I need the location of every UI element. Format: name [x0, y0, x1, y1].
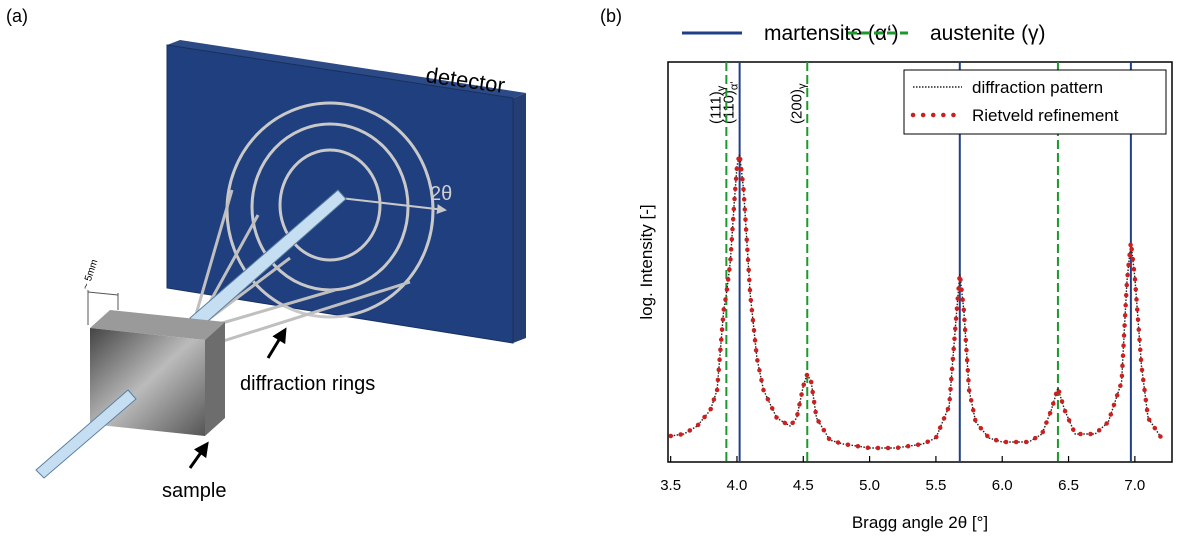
rings-label: diffraction rings	[240, 373, 375, 395]
rings-arrow	[266, 327, 287, 359]
chart: 3.5 4.0 4.5 5.0 5.5 6.0 6.5 7.0 Bragg angle 2θ […	[637, 22, 1173, 532]
plot-frame	[667, 61, 1173, 463]
legend-label: martensite (α‘)	[764, 22, 899, 45]
beam-in	[35, 389, 137, 479]
x-tick-label: 7.0	[1124, 477, 1145, 494]
peak-label: (110)α‘	[721, 81, 741, 124]
angle-label: 2θ	[430, 183, 452, 205]
x-tick-label: 4.5	[793, 477, 814, 494]
peak-phase: α‘	[729, 81, 741, 90]
x-axis-label: Bragg angle 2θ [°]	[852, 513, 988, 532]
size-line	[87, 291, 119, 296]
ray	[211, 288, 336, 328]
x-tick-label: 5.0	[859, 477, 880, 494]
peak-phase: γ	[715, 85, 727, 91]
sample-top	[90, 310, 225, 340]
x-tick-label: 6.5	[1058, 477, 1079, 494]
legend-box	[903, 69, 1167, 135]
sample-side	[205, 322, 225, 436]
y-axis-label: log. Intensity [-]	[637, 204, 656, 319]
ring	[278, 148, 382, 262]
sample-label: sample	[162, 480, 226, 502]
ray	[219, 280, 411, 344]
peak-hkl: (110)	[721, 90, 738, 124]
legend-label: diffraction pattern	[972, 78, 1103, 97]
detector-top	[167, 40, 526, 98]
legend-label: austenite (γ)	[930, 22, 1046, 45]
x-tick-label: 3.5	[660, 477, 681, 494]
detector-side	[513, 93, 526, 343]
angle-arrow	[339, 197, 447, 215]
peak-hkl: (111)	[707, 91, 724, 124]
x-tick-label: 6.0	[992, 477, 1013, 494]
peak-hkl: (200)	[788, 89, 805, 124]
peak-phase: γ	[796, 83, 808, 89]
x-tick-label: 5.5	[925, 477, 946, 494]
panel-label: (a)	[6, 6, 28, 26]
peak-label: (200)γ	[788, 83, 808, 124]
ray	[193, 189, 234, 319]
size-label: ~ 5mm	[80, 258, 100, 291]
peak-label: (111)γ	[707, 85, 727, 124]
series-line	[668, 153, 1164, 451]
legend-label: Rietveld refinement	[972, 106, 1119, 125]
sample-arrow	[188, 441, 209, 469]
x-tick-label: 4.0	[727, 477, 748, 494]
panel-label: (b)	[600, 6, 622, 26]
